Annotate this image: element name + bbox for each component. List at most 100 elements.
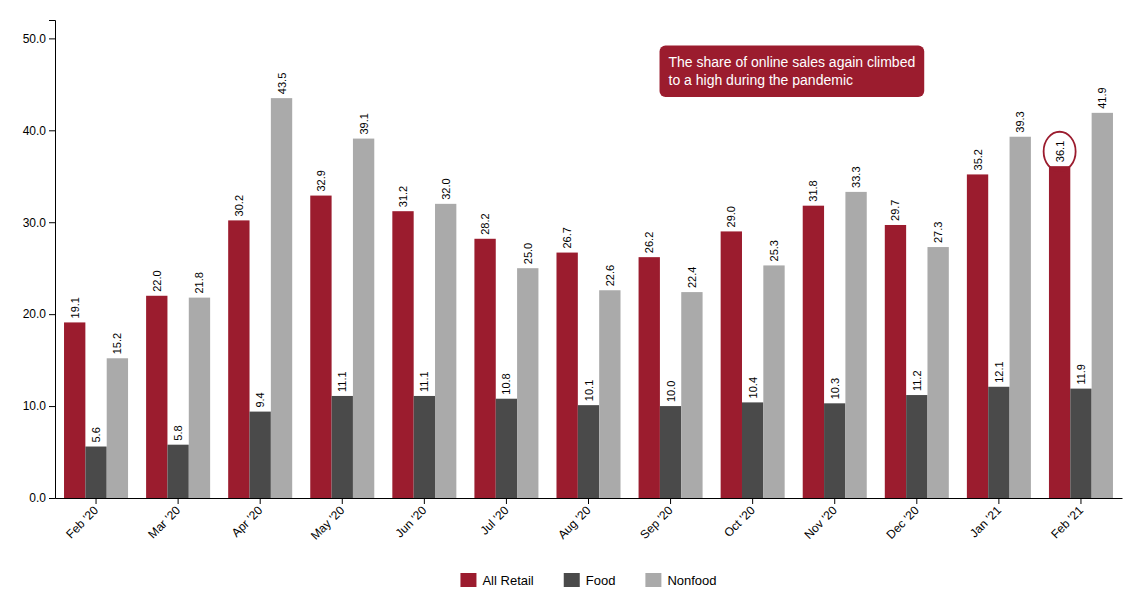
x-tick-label: Jul '20 [477,503,511,537]
data-label: 32.0 [440,178,452,199]
x-tick-mark [178,498,179,504]
chart: Feb '20Mar '20Apr '20May '20Jun '20Jul '… [0,0,1142,598]
legend-swatch [645,573,661,587]
legend-label: All Retail [482,573,533,588]
bar [517,268,538,498]
bar [392,211,413,498]
y-tick-mark [49,38,55,39]
data-label: 39.3 [1014,111,1026,132]
data-label: 5.6 [90,427,102,442]
x-tick: May '20 [308,498,348,543]
x-tick: Jun '20 [392,498,429,540]
bar [885,225,906,498]
x-tick: Dec '20 [883,498,922,542]
data-label: 25.0 [522,243,534,264]
data-label: 33.3 [850,166,862,187]
bar [660,406,681,498]
y-tick: 10.0 [23,399,55,413]
x-tick-label: Dec '20 [883,503,922,542]
bar [496,399,517,498]
x-tick-label: Jun '20 [392,503,429,540]
y-tick-mark [49,498,55,499]
bar [435,204,456,498]
x-tick-label: Feb '21 [1048,503,1086,541]
y-tick: 40.0 [23,124,55,138]
data-label: 28.2 [479,213,491,234]
data-label: 27.3 [932,222,944,243]
y-tick-label: 40.0 [23,124,47,138]
data-label: 9.4 [254,392,266,407]
data-label: 22.0 [151,270,163,291]
bar [189,298,210,498]
y-tick-label: 50.0 [23,32,47,46]
y-tick: 30.0 [23,216,55,230]
x-tick-mark [424,498,425,504]
data-label: 10.3 [829,378,841,399]
bar [988,387,1009,498]
bar [310,196,331,498]
bars [64,98,1113,498]
y-tick-label: 10.0 [23,399,47,413]
bar [1070,389,1091,498]
annotation-line: The share of online sales again climbed [669,54,916,70]
bar [681,292,702,498]
bar [332,396,353,498]
x-tick: Nov '20 [801,498,840,542]
x-tick-mark [588,498,589,504]
data-label: 15.2 [111,333,123,354]
bar [250,412,271,498]
x-tick-mark [260,498,261,504]
bar [639,257,660,498]
x-tick-mark [342,498,343,504]
data-label: 35.2 [972,149,984,170]
x-tick-mark [834,498,835,504]
x-tick-label: Mar '20 [145,503,183,541]
data-label: 43.5 [276,73,288,94]
x-axis: Feb '20Mar '20Apr '20May '20Jun '20Jul '… [56,498,1123,543]
legend-label: Nonfood [667,573,716,588]
data-label: 12.1 [993,361,1005,382]
data-label: 29.7 [889,200,901,221]
bar [107,358,128,498]
y-tick: 0.0 [29,491,55,505]
bar [228,220,249,498]
data-label: 26.7 [561,227,573,248]
x-tick-label: May '20 [308,503,348,543]
y-tick-label: 0.0 [29,491,46,505]
legend-label: Food [586,573,616,588]
bar [353,139,374,498]
x-tick: Mar '20 [145,498,183,541]
bar [721,231,742,498]
x-tick-label: Oct '20 [721,503,758,540]
bar-series [64,166,1070,498]
x-tick: Sep '20 [637,498,676,542]
bar [64,322,85,498]
data-label: 10.8 [500,373,512,394]
bar [967,174,988,498]
annotation-line: to a high during the pandemic [669,72,853,88]
bar [1010,137,1031,498]
bar [578,405,599,498]
data-labels: 19.122.030.232.931.228.226.726.229.031.8… [69,73,1109,443]
y-axis-line [49,21,56,499]
x-tick: Jan '21 [967,498,1004,540]
x-tick-mark [752,498,753,504]
data-label: 30.2 [233,195,245,216]
data-label: 29.0 [725,206,737,227]
x-tick: Jul '20 [477,498,511,538]
y-axis: 0.010.020.030.040.050.0 [23,21,56,506]
bar [599,290,620,498]
data-label: 19.1 [69,297,81,318]
bar [845,192,866,498]
y-tick-mark [49,222,55,223]
bar [1092,113,1113,498]
bar [763,265,784,498]
x-tick-label: Sep '20 [637,503,676,542]
bar [927,247,948,498]
x-tick: Apr '20 [229,498,266,540]
y-tick-mark [49,406,55,407]
data-label: 41.9 [1096,87,1108,108]
legend-item: Food [564,573,616,588]
data-label: 10.4 [747,377,759,398]
x-tick-mark [96,498,97,504]
